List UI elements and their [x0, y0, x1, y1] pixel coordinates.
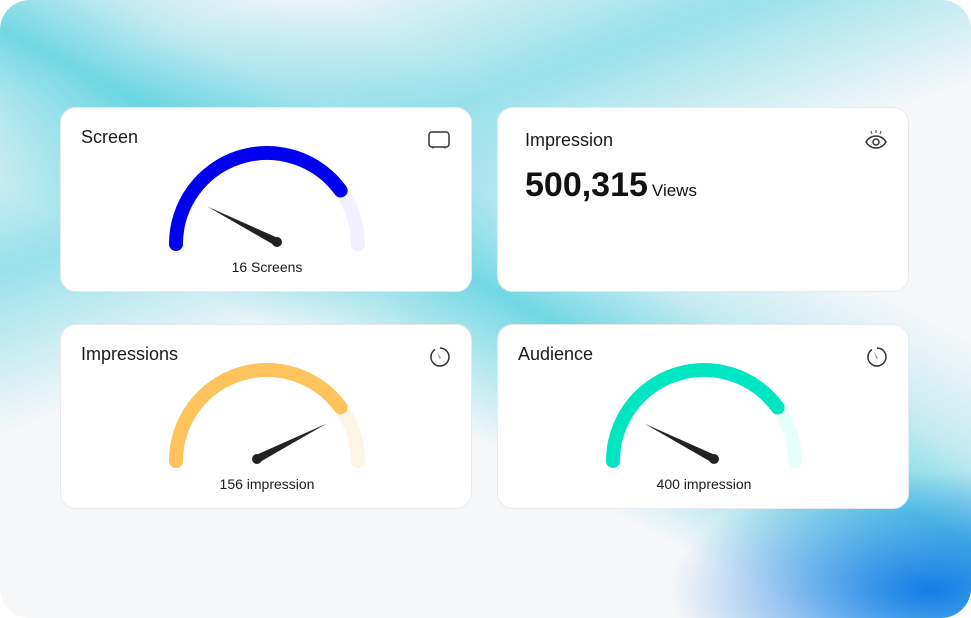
audience-card: Audience 400 impression [497, 324, 909, 509]
screen-card: Screen 16 Screens [60, 107, 472, 292]
gauge-needle [255, 423, 327, 463]
gauge-needle [207, 206, 279, 246]
gauge-needle [644, 423, 716, 463]
gauge-track [169, 146, 365, 251]
gauge-needle-hub [709, 454, 719, 464]
impressions-card: Impressions 156 impression [60, 324, 472, 509]
gauge-needle-hub [252, 454, 262, 464]
gauge-needle-hub [272, 237, 282, 247]
gauge-caption: 156 impression [219, 476, 315, 492]
audience-gauge [606, 363, 802, 468]
gauge-caption: 400 impression [656, 476, 752, 492]
impression-value: 500,315 Views [525, 166, 697, 205]
impression-card: Impression 500,315 Views [497, 107, 909, 292]
gauge-track [606, 363, 802, 468]
gauge-track [169, 363, 365, 468]
gauge-fill [169, 363, 348, 468]
eye-icon [865, 130, 887, 149]
card-title: Impression [525, 130, 614, 150]
gauge-icon [867, 347, 887, 367]
views-unit: Views [651, 181, 697, 200]
monitor-icon [428, 131, 450, 149]
gauge-caption: 16 Screens [231, 259, 303, 275]
gauge-icon [430, 347, 450, 367]
impressions-gauge [169, 363, 365, 468]
card-title: Screen [81, 127, 139, 147]
card-title: Audience [518, 344, 594, 364]
views-count: 500,315 [525, 166, 648, 204]
gauge-fill [169, 146, 348, 251]
screen-gauge [169, 146, 365, 251]
card-title: Impressions [81, 344, 179, 364]
gauge-fill [606, 363, 785, 468]
